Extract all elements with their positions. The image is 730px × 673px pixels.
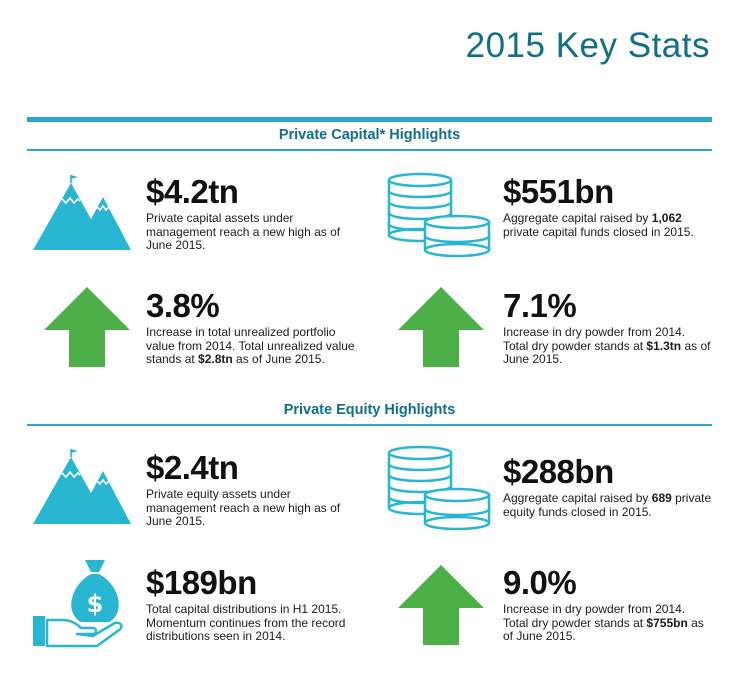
stat-description: Total capital distributions in H1 2015. … — [146, 602, 346, 643]
stat-pc-aum: $4.2tn Private capital assets under mana… — [146, 174, 371, 253]
stat-description: Aggregate capital raised by 1,062 privat… — [503, 211, 708, 239]
money-bag-hand-icon: $ — [33, 560, 123, 648]
stat-description: Private equity assets under management r… — [146, 487, 341, 528]
stat-value: $4.2tn — [146, 173, 239, 210]
stat-pe-distributions: $189bn Total capital distributions in H1… — [146, 565, 371, 644]
svg-text:$: $ — [87, 590, 104, 618]
desc-highlight: $2.8tn — [198, 352, 233, 366]
section-rule-bottom — [27, 149, 712, 151]
desc-text: Aggregate capital raised by — [503, 211, 652, 225]
stat-pe-raised: $288bn Aggregate capital raised by 689 p… — [503, 454, 728, 519]
desc-text: Increase in total unrealized portfolio v… — [146, 325, 355, 366]
stat-value: $551bn — [503, 173, 614, 210]
coin-stack-icon — [387, 172, 491, 258]
up-arrow-icon — [44, 287, 130, 367]
stat-description: Increase in total unrealized portfolio v… — [146, 325, 364, 367]
stat-value: 3.8% — [146, 287, 220, 324]
section-rule-top — [27, 117, 712, 122]
section-title-private-equity: Private Equity Highlights — [283, 402, 456, 418]
desc-text: private capital funds closed in 2015. — [503, 224, 694, 239]
stat-pc-dry-powder: 7.1% Increase in dry powder from 2014. T… — [503, 288, 728, 367]
desc-highlight: $755bn — [646, 615, 688, 630]
desc-text: Increase in dry powder from 2014. Total … — [503, 325, 686, 353]
up-arrow-icon — [398, 287, 484, 367]
page-title: 2015 Key Stats — [465, 26, 710, 65]
stat-value: 9.0% — [503, 564, 577, 601]
desc-text: as of June 2015. — [232, 352, 325, 366]
stat-pc-unrealized: 3.8% Increase in total unrealized portfo… — [146, 288, 371, 367]
stat-pc-raised: $551bn Aggregate capital raised by 1,062… — [503, 174, 728, 239]
stat-value: $189bn — [146, 564, 257, 601]
desc-text: private equity funds closed in 2015. — [503, 491, 712, 519]
desc-text: Aggregate capital raised by — [503, 491, 652, 505]
stat-description: Increase in dry powder from 2014. Total … — [503, 325, 713, 367]
mountain-flag-icon — [33, 449, 131, 524]
section-title-private-capital: Private Capital* Highlights — [278, 127, 461, 143]
section-rule — [27, 424, 712, 426]
desc-text: as of June 2015. — [503, 338, 711, 366]
desc-text: Increase in dry powder from 2014. Total … — [503, 602, 686, 630]
coin-stack-icon — [387, 445, 491, 531]
stat-description: Aggregate capital raised by 689 private … — [503, 491, 715, 519]
desc-highlight: $1.3tn — [646, 338, 682, 353]
stat-value: $288bn — [503, 453, 614, 490]
stat-description: Private capital assets under management … — [146, 211, 341, 252]
stat-description: Increase in dry powder from 2014. Total … — [503, 602, 713, 644]
desc-text: as of June 2015. — [503, 615, 704, 643]
stat-value: 7.1% — [503, 287, 577, 324]
mountain-flag-icon — [33, 175, 131, 250]
stat-value: $2.4tn — [146, 449, 239, 486]
desc-highlight: 1,062 — [651, 211, 682, 225]
up-arrow-icon — [398, 565, 484, 645]
stat-pe-aum: $2.4tn Private equity assets under manag… — [146, 450, 371, 529]
stat-pe-dry-powder: 9.0% Increase in dry powder from 2014. T… — [503, 565, 728, 644]
desc-highlight: 689 — [651, 491, 672, 505]
